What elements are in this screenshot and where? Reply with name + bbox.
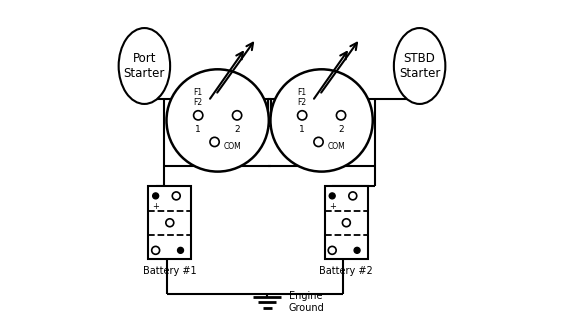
Circle shape bbox=[166, 69, 269, 172]
Text: F2: F2 bbox=[297, 98, 306, 107]
Text: 1: 1 bbox=[195, 125, 201, 134]
Text: Battery #1: Battery #1 bbox=[143, 266, 197, 276]
Text: F1: F1 bbox=[297, 88, 306, 97]
Circle shape bbox=[232, 111, 242, 120]
Circle shape bbox=[271, 69, 373, 172]
Circle shape bbox=[166, 219, 174, 227]
Circle shape bbox=[210, 137, 219, 147]
Circle shape bbox=[314, 137, 323, 147]
Circle shape bbox=[178, 248, 183, 253]
Ellipse shape bbox=[394, 28, 446, 104]
Text: COM: COM bbox=[327, 142, 345, 150]
Circle shape bbox=[153, 193, 158, 199]
Text: F2: F2 bbox=[193, 98, 202, 107]
Circle shape bbox=[152, 247, 160, 254]
Circle shape bbox=[354, 248, 360, 253]
Circle shape bbox=[349, 192, 357, 200]
Text: Battery #2: Battery #2 bbox=[319, 266, 373, 276]
Circle shape bbox=[172, 192, 180, 200]
Ellipse shape bbox=[118, 28, 170, 104]
Text: COM: COM bbox=[223, 142, 241, 150]
Text: Engine
Ground: Engine Ground bbox=[289, 291, 324, 313]
Bar bbox=[325, 186, 368, 259]
Circle shape bbox=[342, 219, 350, 227]
Circle shape bbox=[193, 111, 203, 120]
Text: 1: 1 bbox=[299, 125, 305, 134]
Text: F1: F1 bbox=[193, 88, 202, 97]
Text: Port
Starter: Port Starter bbox=[124, 52, 165, 80]
Circle shape bbox=[336, 111, 346, 120]
Bar bbox=[148, 186, 191, 259]
Text: 2: 2 bbox=[338, 125, 344, 134]
Text: STBD
Starter: STBD Starter bbox=[399, 52, 440, 80]
Text: +: + bbox=[152, 202, 159, 212]
Circle shape bbox=[328, 247, 336, 254]
Text: 2: 2 bbox=[234, 125, 240, 134]
Circle shape bbox=[298, 111, 307, 120]
Text: +: + bbox=[329, 202, 336, 212]
Circle shape bbox=[329, 193, 335, 199]
